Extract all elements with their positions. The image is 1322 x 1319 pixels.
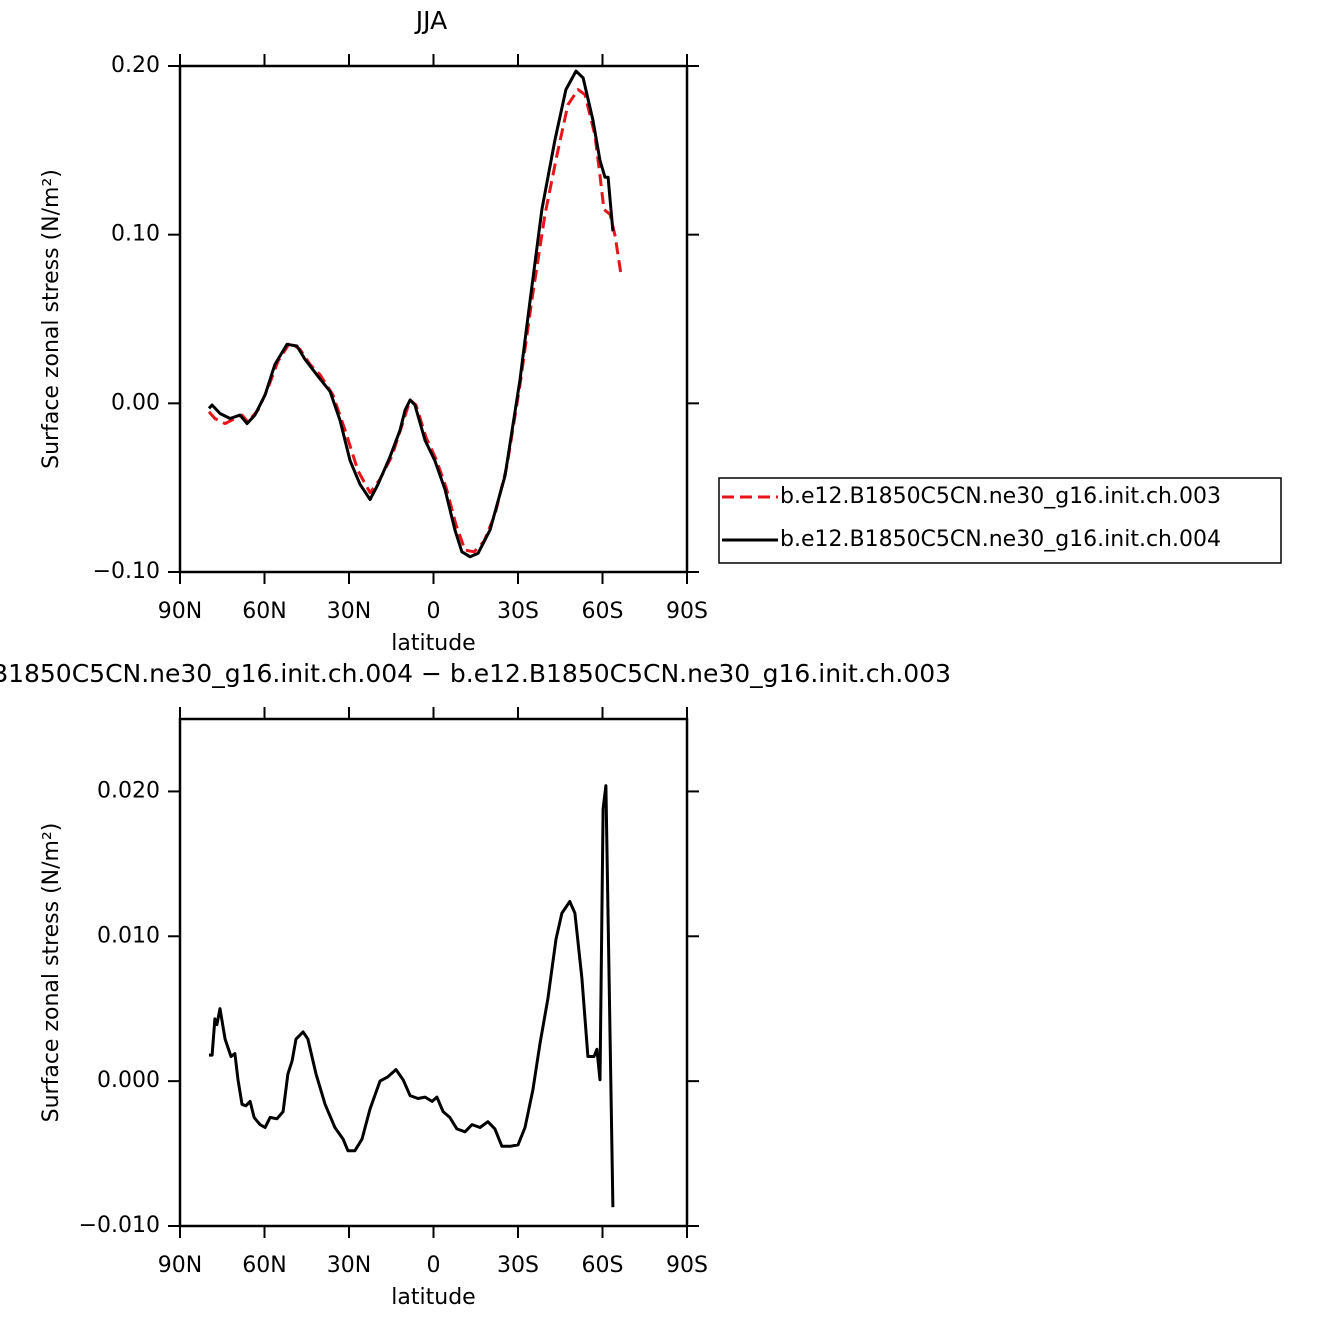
legend-label: b.e12.B1850C5CN.ne30_g16.init.ch.003 — [780, 484, 1221, 509]
y-tick-label: −0.010 — [79, 1213, 160, 1238]
x-tick-label: 60N — [242, 1253, 286, 1278]
chart-title: b.e12.B1850C5CN.ne30_g16.init.ch.004 − b… — [0, 659, 951, 688]
x-tick-label: 30S — [497, 1253, 539, 1278]
y-tick-label: 0.10 — [111, 222, 160, 247]
y-tick-label: −0.10 — [93, 559, 160, 584]
y-tick-label: 0.00 — [111, 390, 160, 415]
x-axis-label: latitude — [391, 1285, 475, 1310]
y-tick-label: 0.000 — [97, 1068, 160, 1093]
x-tick-label: 30N — [327, 1253, 371, 1278]
x-tick-label: 0 — [427, 1253, 441, 1278]
y-tick-label: 0.20 — [111, 53, 160, 78]
x-tick-label: 90S — [666, 599, 708, 624]
x-tick-label: 0 — [427, 599, 441, 624]
x-tick-label: 90N — [158, 599, 202, 624]
legend-box — [718, 477, 1282, 564]
series-line — [207, 69, 615, 559]
plot-frame — [178, 64, 689, 574]
series-line — [207, 88, 623, 554]
x-tick-label: 30N — [327, 599, 371, 624]
x-tick-label: 90N — [158, 1253, 202, 1278]
y-axis-label: Surface zonal stress (N/m²) — [39, 169, 64, 469]
x-tick-label: 60S — [582, 599, 624, 624]
y-tick-label: 0.020 — [97, 778, 160, 803]
legend-label: b.e12.B1850C5CN.ne30_g16.init.ch.004 — [780, 527, 1221, 552]
x-tick-label: 90S — [666, 1253, 708, 1278]
x-tick-label: 30S — [497, 599, 539, 624]
x-tick-label: 60S — [582, 1253, 624, 1278]
y-axis-label: Surface zonal stress (N/m²) — [39, 823, 64, 1123]
x-tick-label: 60N — [242, 599, 286, 624]
x-axis-label: latitude — [391, 631, 475, 656]
series-line — [209, 784, 615, 1208]
y-tick-label: 0.010 — [97, 923, 160, 948]
chart-title: JJA — [414, 6, 447, 35]
